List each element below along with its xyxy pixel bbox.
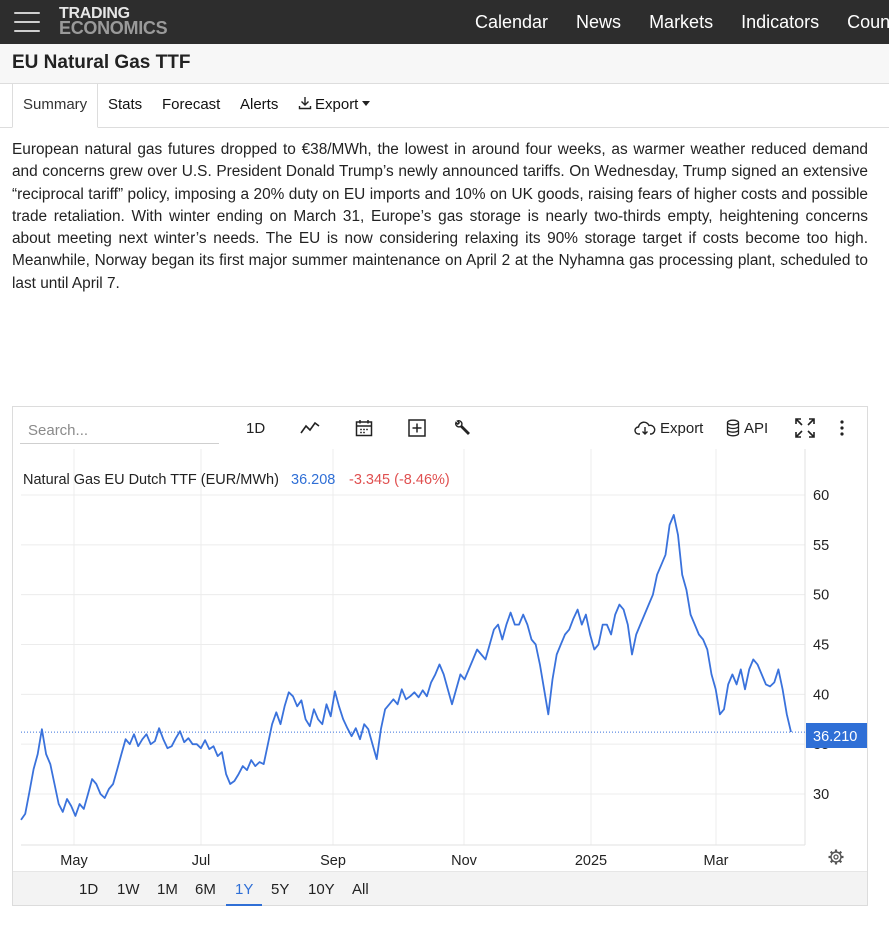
symbol-search-input[interactable] bbox=[20, 418, 219, 444]
tab-alerts[interactable]: Alerts bbox=[240, 96, 279, 113]
range-1d[interactable]: 1D bbox=[79, 881, 99, 898]
logo[interactable]: TRADING ECONOMICS bbox=[59, 5, 168, 38]
api-label: API bbox=[744, 419, 769, 437]
export-chart-button[interactable]: Export bbox=[634, 417, 703, 439]
main-nav: Calendar News Markets Indicators Countri… bbox=[475, 0, 889, 44]
x-tick-label: Nov bbox=[451, 853, 478, 869]
download-icon bbox=[298, 97, 312, 110]
last-price-label: 36.210 bbox=[813, 729, 857, 745]
nav-news[interactable]: News bbox=[576, 11, 622, 32]
tab-summary[interactable]: Summary bbox=[12, 84, 99, 128]
export-chart-label: Export bbox=[660, 419, 704, 437]
legend-change: -3.345 (-8.46%) bbox=[349, 472, 450, 488]
legend-last-value: 36.208 bbox=[291, 472, 335, 488]
fullscreen-icon[interactable] bbox=[795, 417, 815, 439]
nav-markets[interactable]: Markets bbox=[649, 11, 714, 32]
nav-indicators[interactable]: Indicators bbox=[741, 11, 820, 32]
more-options-icon[interactable] bbox=[839, 417, 845, 439]
y-tick-label: 60 bbox=[813, 488, 829, 504]
interval-button[interactable]: 1D bbox=[246, 419, 266, 437]
y-tick-label: 55 bbox=[813, 538, 829, 554]
export-tab-label: Export bbox=[315, 96, 359, 113]
tab-export[interactable]: Export bbox=[298, 84, 371, 128]
line-chart-icon[interactable] bbox=[300, 417, 320, 439]
y-tick-label: 40 bbox=[813, 687, 829, 703]
y-tick-label: 45 bbox=[813, 638, 829, 654]
range-selector: 1D 1W 1M 6M 1Y 5Y 10Y All bbox=[13, 871, 867, 906]
x-tick-label: Sep bbox=[320, 853, 346, 869]
nav-countries[interactable]: Countries bbox=[847, 11, 889, 32]
wrench-icon[interactable] bbox=[453, 417, 471, 439]
calendar-icon[interactable] bbox=[355, 417, 373, 439]
tab-stats[interactable]: Stats bbox=[108, 96, 143, 113]
menu-icon[interactable] bbox=[14, 12, 40, 32]
range-1w[interactable]: 1W bbox=[117, 881, 140, 898]
cloud-download-icon bbox=[634, 421, 656, 435]
market-summary-text: European natural gas futures dropped to … bbox=[12, 141, 868, 292]
x-tick-label: 2025 bbox=[575, 853, 607, 869]
top-navbar: TRADING ECONOMICS Calendar News Markets … bbox=[0, 0, 889, 44]
chart-toolbar: 1D Export API bbox=[13, 407, 867, 449]
x-tick-label: Jul bbox=[192, 853, 211, 869]
x-tick-label: Mar bbox=[704, 853, 729, 869]
range-5y[interactable]: 5Y bbox=[271, 881, 290, 898]
chevron-down-icon bbox=[362, 101, 371, 106]
database-icon bbox=[726, 419, 740, 437]
range-all[interactable]: All bbox=[352, 881, 369, 898]
nav-calendar[interactable]: Calendar bbox=[475, 11, 549, 32]
title-bar: EU Natural Gas TTF bbox=[0, 44, 889, 84]
series-line-ttf bbox=[20, 514, 792, 821]
range-1y[interactable]: 1Y bbox=[226, 881, 263, 906]
logo-line2: ECONOMICS bbox=[59, 18, 168, 38]
legend-series-name: Natural Gas EU Dutch TTF (EUR/MWh) bbox=[23, 472, 279, 488]
y-tick-label: 30 bbox=[813, 787, 829, 803]
logo-line1: TRADING bbox=[59, 5, 130, 22]
x-tick-label: May bbox=[60, 853, 88, 869]
range-1m[interactable]: 1M bbox=[157, 881, 178, 898]
settings-gear-icon[interactable] bbox=[828, 849, 844, 865]
range-10y[interactable]: 10Y bbox=[308, 881, 335, 898]
tab-bar: Summary Stats Forecast Alerts Export bbox=[0, 84, 889, 128]
range-6m[interactable]: 6M bbox=[195, 881, 216, 898]
tab-forecast[interactable]: Forecast bbox=[162, 96, 221, 113]
last-price-tag bbox=[806, 723, 867, 748]
add-indicator-icon[interactable] bbox=[408, 417, 426, 439]
api-button[interactable]: API bbox=[726, 417, 768, 439]
page-title: EU Natural Gas TTF bbox=[12, 52, 191, 73]
y-tick-label: 50 bbox=[813, 588, 829, 604]
